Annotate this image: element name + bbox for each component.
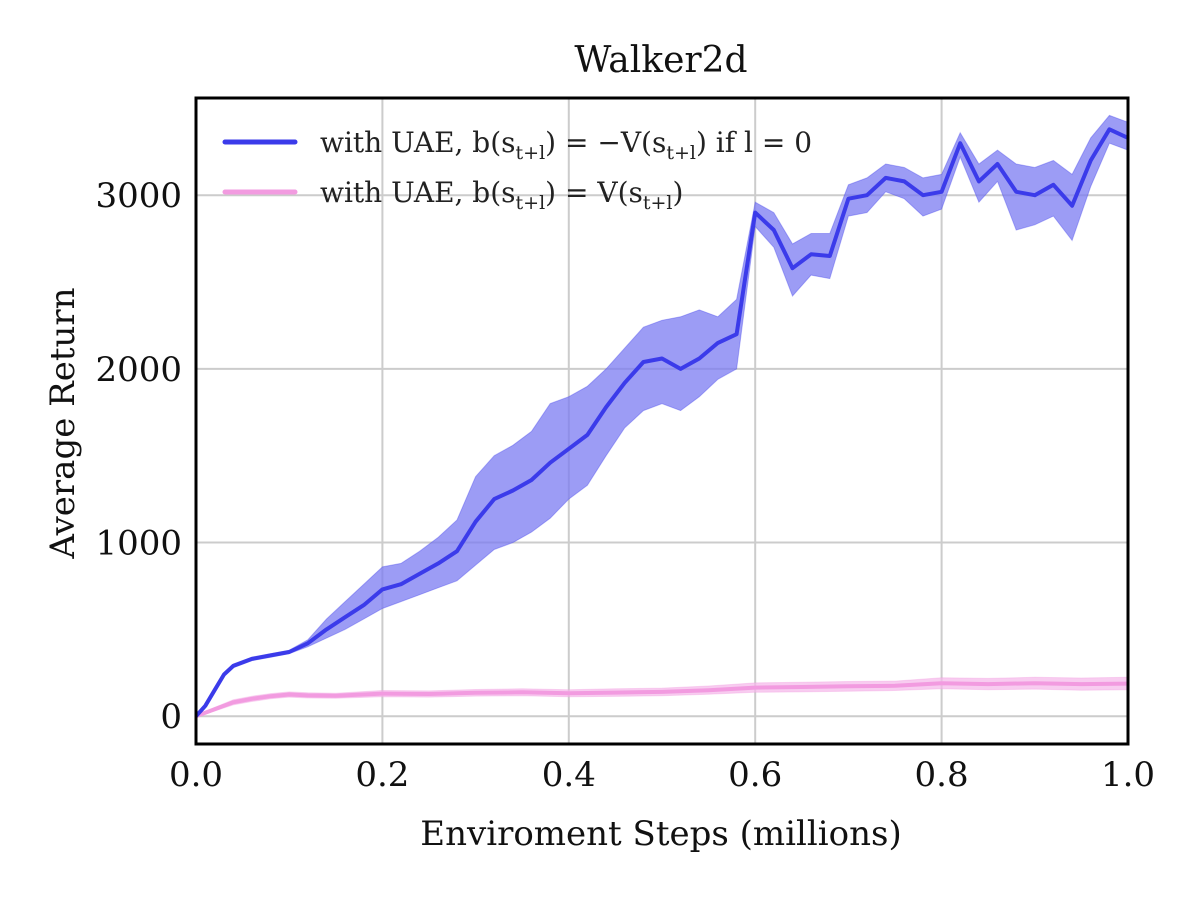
x-tick-label: 1.0 — [1101, 755, 1155, 795]
x-tick-label: 0.0 — [169, 755, 223, 795]
x-tick-label: 0.6 — [728, 755, 782, 795]
x-axis-title: Enviroment Steps (millions) — [420, 814, 901, 854]
legend-label-pink: with UAE, b(st+l) = V(st+l) — [320, 176, 683, 214]
series-1-mean-line — [195, 681, 1129, 719]
y-axis-title: Average Return — [43, 287, 83, 559]
chart-title: Walker2d — [574, 40, 747, 81]
series-0-mean-line — [194, 127, 1129, 718]
y-tick-label: 1000 — [95, 524, 182, 564]
y-tick-label: 2000 — [95, 350, 182, 390]
y-tick-labels: 0 1000 2000 3000 — [95, 176, 182, 737]
plot-frame — [194, 96, 1130, 746]
x-tick-label: 0.2 — [355, 755, 409, 795]
y-grid-lines — [196, 194, 1128, 718]
x-tick-label: 0.8 — [915, 755, 969, 795]
series-layer — [194, 114, 1129, 719]
y-tick-label: 3000 — [95, 176, 182, 216]
x-tick-label: 0.4 — [542, 755, 596, 795]
y-tick-label: 0 — [160, 697, 182, 737]
legend-label-blue: with UAE, b(st+l) = −V(st+l) if l = 0 — [320, 126, 812, 164]
x-tick-labels: 0.0 0.2 0.4 0.6 0.8 1.0 — [169, 755, 1155, 795]
legend: with UAE, b(st+l) = −V(st+l) if l = 0 wi… — [222, 126, 812, 214]
